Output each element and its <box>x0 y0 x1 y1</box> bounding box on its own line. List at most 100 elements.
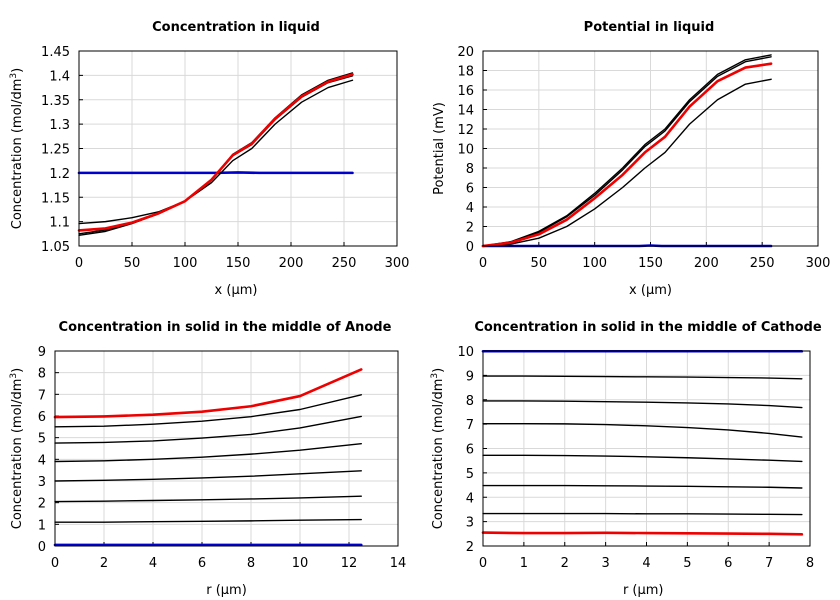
x-tick-label: 10 <box>292 556 309 571</box>
x-tick-label: 200 <box>694 256 719 271</box>
series-line-5 <box>77 73 354 232</box>
x-tick-label: 5 <box>683 556 691 571</box>
y-tick-label: 7 <box>38 388 46 403</box>
x-tick-label: 3 <box>601 556 609 571</box>
series-line-3 <box>482 56 772 247</box>
y-tick-label: 1.2 <box>49 167 70 182</box>
x-tick-label: 0 <box>51 556 59 571</box>
x-axis-label: x (µm) <box>215 283 258 298</box>
y-tick-label: 5 <box>38 432 46 447</box>
x-tick-label: 300 <box>385 256 410 271</box>
plot-frame <box>482 350 811 547</box>
series-line-5 <box>481 62 773 248</box>
x-tick-label: 6 <box>198 556 206 571</box>
x-tick-label: 300 <box>806 256 831 271</box>
series-line-3 <box>54 495 362 503</box>
x-tick-label: 12 <box>341 556 358 571</box>
y-axis-label: Concentration (mol/dm3) <box>9 68 25 230</box>
series-line-4 <box>482 54 772 247</box>
y-tick-label: 6 <box>466 443 474 458</box>
y-tick-label: 1.4 <box>49 69 70 84</box>
y-tick-label: 20 <box>457 45 474 60</box>
x-tick-label: 14 <box>390 556 407 571</box>
y-tick-label: 7 <box>466 418 474 433</box>
y-tick-label: 1.05 <box>41 240 70 255</box>
x-tick-label: 6 <box>724 556 732 571</box>
y-tick-label: 14 <box>457 104 474 119</box>
y-tick-label: 1.3 <box>49 118 70 133</box>
chart-title: Concentration in solid in the middle of … <box>59 320 392 335</box>
x-tick-label: 200 <box>279 256 304 271</box>
x-tick-label: 2 <box>100 556 108 571</box>
x-tick-label: 250 <box>750 256 775 271</box>
x-tick-label: 100 <box>173 256 198 271</box>
chart-panel-1: 0 50 100 150 200 250 300 1.05 1.1 1.15 1.2 1.25 1.3 1… <box>9 20 409 298</box>
y-tick-label: 1.1 <box>49 216 70 231</box>
y-tick-label: 2 <box>466 540 474 555</box>
y-tick-label: 2 <box>466 221 474 236</box>
series-line-2 <box>54 518 362 523</box>
x-tick-label: 4 <box>642 556 650 571</box>
series-line-2 <box>78 79 354 225</box>
y-tick-label: 18 <box>457 65 474 80</box>
x-tick-label: 7 <box>765 556 773 571</box>
x-tick-label: 8 <box>247 556 255 571</box>
y-axis-label: Concentration (mol/dm3) <box>9 368 25 530</box>
y-tick-label: 1.45 <box>41 45 70 60</box>
y-tick-label: 1.35 <box>41 94 70 109</box>
y-tick-label: 9 <box>38 345 46 360</box>
plot-frame <box>482 50 819 247</box>
x-axis-label: r (µm) <box>206 583 247 598</box>
y-tick-label: 10 <box>457 345 474 360</box>
y-tick-label: 4 <box>38 453 46 468</box>
series-line-5 <box>54 443 362 463</box>
x-tick-label: 0 <box>75 256 83 271</box>
series-line-5 <box>482 454 803 463</box>
x-axis-label: r (µm) <box>623 583 664 598</box>
series-line-6 <box>482 484 803 489</box>
y-tick-label: 3 <box>466 516 474 531</box>
x-tick-label: 0 <box>479 556 487 571</box>
series-line-6 <box>54 415 362 444</box>
x-tick-label: 150 <box>638 256 663 271</box>
y-tick-label: 3 <box>38 475 46 490</box>
gridlines <box>78 50 398 247</box>
y-tick-label: 0 <box>466 240 474 255</box>
y-tick-label: 6 <box>466 182 474 197</box>
series-line-2 <box>482 78 772 247</box>
y-tick-label: 0 <box>38 540 46 555</box>
x-tick-label: 2 <box>561 556 569 571</box>
gridlines <box>54 350 399 547</box>
y-tick-label: 4 <box>466 491 474 506</box>
series-line-4 <box>482 422 803 438</box>
y-tick-label: 4 <box>466 201 474 216</box>
x-tick-label: 50 <box>124 256 141 271</box>
series-line-7 <box>54 394 362 428</box>
chart-title: Concentration in solid in the middle of … <box>474 320 822 335</box>
plot-frame <box>78 50 398 247</box>
x-tick-label: 150 <box>226 256 251 271</box>
y-tick-label: 1 <box>38 518 46 533</box>
chart-panel-2: 0 50 100 150 200 250 300 0 2 4 6 8 10 12 14 16 18 20 Poten… <box>432 20 830 298</box>
series-line-3 <box>482 400 803 409</box>
y-axis-label: Concentration (mol/dm3) <box>430 368 446 530</box>
x-tick-label: 4 <box>149 556 157 571</box>
y-tick-label: 5 <box>466 467 474 482</box>
x-tick-label: 0 <box>479 256 487 271</box>
x-tick-label: 50 <box>531 256 548 271</box>
plot-frame <box>54 350 399 547</box>
x-tick-label: 1 <box>520 556 528 571</box>
y-tick-label: 6 <box>38 410 46 425</box>
y-tick-label: 16 <box>457 84 474 99</box>
series-line-4 <box>54 470 362 482</box>
chart-title: Potential in liquid <box>584 20 715 35</box>
y-axis-label: Potential (mV) <box>432 102 447 195</box>
x-tick-label: 250 <box>332 256 357 271</box>
y-tick-label: 2 <box>38 497 46 512</box>
y-tick-label: 8 <box>38 367 46 382</box>
gridlines <box>482 350 811 547</box>
y-tick-label: 1.25 <box>41 143 70 158</box>
x-axis-label: x (µm) <box>629 283 672 298</box>
